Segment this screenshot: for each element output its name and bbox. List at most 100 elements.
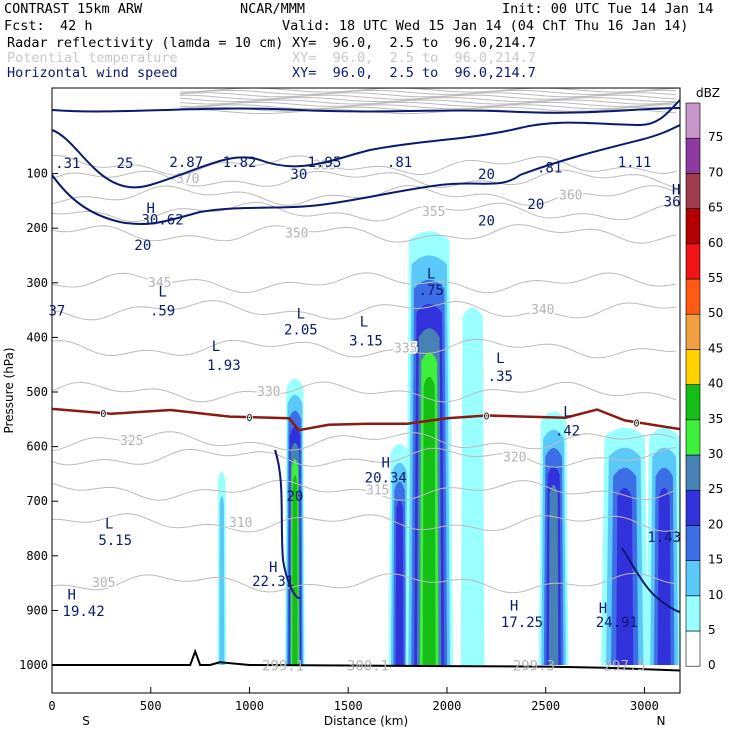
- colorbar-label-55: 55: [708, 271, 723, 285]
- colorbar-label-65: 65: [708, 201, 723, 215]
- north-label: N: [657, 714, 666, 728]
- theta-contour-315: [52, 479, 677, 501]
- colorbar-box-55: [685, 243, 701, 280]
- annotation-0: .31: [55, 156, 80, 172]
- wind-label-2: 20: [478, 213, 495, 229]
- field-theta-name: Potential temperature: [7, 50, 178, 66]
- reflectivity-cell-4-level-5: [460, 307, 485, 665]
- theta-label-350: 350: [285, 227, 308, 242]
- colorbar-label-20: 20: [708, 517, 723, 531]
- annotation-1: 25: [117, 156, 134, 172]
- reflectivity-cell-2-level-20: [395, 500, 404, 665]
- colorbar-box-20: [685, 489, 701, 526]
- colorbar-box-40: [685, 349, 701, 385]
- theta-label-345: 345: [148, 276, 171, 291]
- wind-label-1: 20: [286, 489, 303, 505]
- colorbar-label-50: 50: [708, 306, 723, 320]
- theta-upper-band: [179, 99, 677, 105]
- colorbar-box-75: [685, 102, 701, 139]
- freezing-level-label-0: 0: [100, 409, 106, 420]
- colorbar-box-25: [685, 454, 701, 491]
- init-time: Init: 00 UTC Tue 14 Jan 14: [502, 1, 714, 17]
- field-wind-xy: XY= 96.0, 2.5 to 96.0,214.7: [292, 65, 536, 81]
- theta-label-335: 335: [394, 341, 417, 356]
- annotation-13: .59: [150, 304, 175, 320]
- annotation-26: .42: [555, 424, 580, 440]
- forecast-label: Fcst:: [4, 18, 45, 34]
- annotation-22: .75: [419, 283, 444, 299]
- annotation-37: H: [599, 601, 607, 617]
- theta-label-320: 320: [503, 451, 526, 466]
- reflectivity-cell-7-level-20: [657, 487, 671, 665]
- theta-label-325: 325: [120, 434, 143, 449]
- annotation-12: L: [158, 284, 166, 300]
- annotation-25: L: [563, 405, 571, 421]
- wind-label-0: 20: [134, 238, 151, 254]
- annotation-18: 3.15: [349, 334, 383, 350]
- y-tick-label-200: 200: [26, 221, 48, 235]
- colorbar-label-35: 35: [708, 412, 723, 426]
- theta-label-305: 305: [92, 576, 115, 591]
- wind-contour-2: [52, 124, 680, 226]
- field-theta-xy: XY= 96.0, 2.5 to 96.0,214.7: [292, 50, 536, 66]
- colorbar-box-50: [685, 278, 701, 315]
- annotation-42: 299.3: [513, 658, 555, 674]
- colorbar-label-75: 75: [708, 130, 723, 144]
- annotation-6: .81: [537, 161, 562, 177]
- org-label: NCAR/MMM: [240, 1, 306, 17]
- reflectivity-cell-0-level-10: [219, 496, 225, 665]
- annotation-41: 300.1: [347, 658, 389, 674]
- annotation-36: 17.25: [501, 615, 543, 631]
- reflectivity-cell-1-level-35: [292, 475, 298, 665]
- theta-contour-350: [52, 224, 677, 244]
- freezing-level-line: [52, 407, 680, 432]
- annotation-24: .35: [488, 369, 513, 385]
- colorbar-label-10: 10: [708, 588, 723, 602]
- annotation-5: .81: [387, 155, 412, 171]
- annotation-9: 30.62: [142, 212, 184, 228]
- colorbar-box-65: [685, 173, 701, 209]
- theta-contour-335: [52, 338, 677, 359]
- terrain-line: [52, 648, 680, 672]
- y-tick-label-100: 100: [26, 167, 48, 181]
- colorbar-label-60: 60: [708, 236, 723, 250]
- plot-frame: [51, 87, 681, 694]
- y-tick-label-300: 300: [26, 276, 48, 290]
- theta-upper-band: [179, 101, 677, 107]
- colorbar-box-0: [685, 630, 701, 667]
- wind-label-5: 30: [290, 167, 307, 183]
- x-tick-label-1500: 1500: [334, 699, 363, 713]
- annotation-7: 1.11: [618, 155, 652, 171]
- annotation-32: 22.31: [252, 574, 294, 590]
- south-label: S: [82, 714, 90, 728]
- wind-label-4: 20: [478, 167, 495, 183]
- colorbar-label-15: 15: [708, 553, 723, 567]
- freezing-level-label-2: 0: [483, 411, 489, 422]
- field-wind-name: Horizontal wind speed: [7, 65, 178, 81]
- annotation-4: 1.95: [308, 155, 342, 171]
- annotation-8: H: [147, 201, 155, 217]
- colorbar-box-35: [685, 384, 701, 421]
- annotation-23: L: [496, 351, 504, 367]
- annotation-35: H: [510, 598, 518, 614]
- theta-upper-band: [179, 89, 677, 95]
- theta-label-360: 360: [559, 188, 582, 203]
- theta-contour-305: [52, 572, 677, 594]
- annotation-33: H: [68, 587, 76, 603]
- y-tick-label-1000: 1000: [19, 658, 48, 672]
- theta-upper-band: [179, 104, 677, 110]
- colorbar-label-0: 0: [708, 658, 716, 672]
- x-tick-label-500: 500: [140, 699, 162, 713]
- annotation-40: 299.1: [262, 658, 304, 674]
- theta-label-340: 340: [531, 303, 554, 318]
- annotation-11: 36: [664, 194, 681, 210]
- model-title: CONTRAST 15km ARW: [4, 1, 143, 17]
- theta-label-330: 330: [257, 385, 280, 400]
- colorbar-box-5: [685, 595, 701, 632]
- theta-contour-320: [52, 447, 677, 468]
- colorbar-box-30: [685, 419, 701, 456]
- colorbar-box-60: [685, 208, 701, 245]
- y-tick-label-700: 700: [26, 494, 48, 508]
- reflectivity-cell-5-level-25: [548, 484, 559, 665]
